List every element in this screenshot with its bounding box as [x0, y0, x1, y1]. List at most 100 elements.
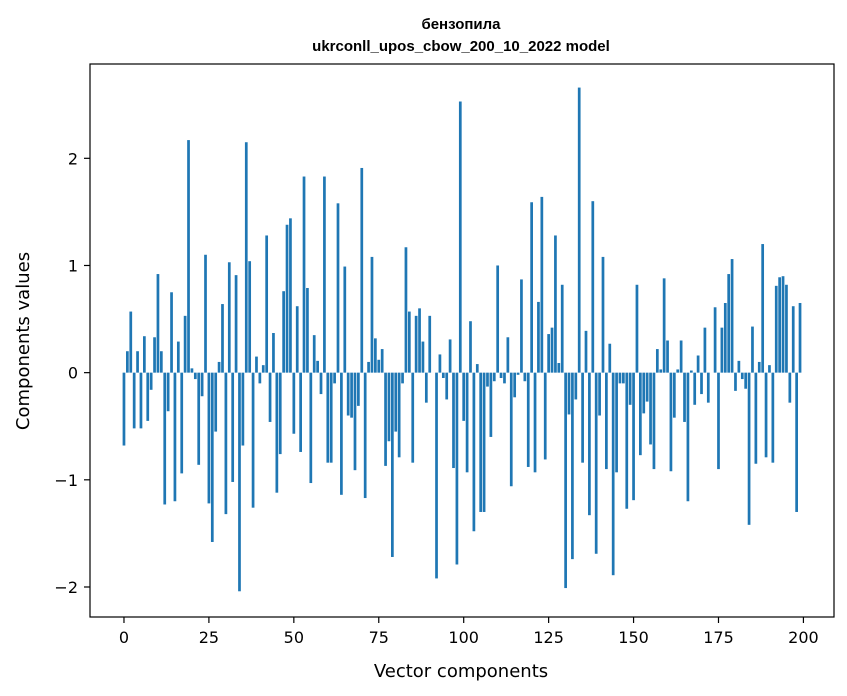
bar: [129, 311, 133, 373]
bar: [163, 372, 167, 505]
bar: [170, 292, 173, 373]
bar: [455, 372, 459, 565]
bar: [632, 372, 635, 501]
bar: [618, 372, 622, 384]
bar: [598, 372, 601, 416]
bar: [492, 372, 496, 382]
bar: [367, 361, 370, 373]
bar: [520, 279, 523, 373]
bar: [774, 285, 778, 373]
bar: [438, 354, 442, 373]
bar: [462, 372, 466, 421]
bar: [567, 372, 571, 415]
bar: [275, 372, 279, 493]
bar: [778, 277, 781, 373]
bar: [136, 351, 139, 373]
bar: [370, 256, 374, 373]
bar: [622, 372, 625, 384]
bar: [543, 372, 547, 460]
bar: [713, 307, 717, 373]
bar: [747, 372, 751, 525]
bar: [404, 247, 408, 373]
bar: [751, 326, 754, 373]
bar: [781, 276, 785, 373]
bar: [628, 372, 632, 405]
bar: [655, 349, 659, 373]
bar: [143, 336, 146, 373]
bar: [221, 304, 224, 373]
bar: [292, 372, 296, 434]
bar: [387, 372, 391, 442]
bar: [353, 372, 357, 471]
bar: [363, 372, 367, 499]
bar: [693, 372, 697, 405]
bar: [557, 363, 561, 373]
bar: [343, 266, 347, 373]
bar: [560, 284, 564, 373]
y-axis-label: Components values: [13, 252, 34, 430]
bar: [683, 372, 686, 422]
bar: [706, 372, 710, 403]
bar: [591, 201, 595, 373]
bar: [200, 372, 204, 397]
bar: [333, 372, 336, 384]
bar: [268, 372, 272, 422]
bar: [516, 372, 520, 375]
bar: [190, 368, 194, 373]
bar: [727, 274, 731, 373]
bar: [452, 372, 455, 469]
x-tick-label: 125: [533, 628, 564, 647]
bar: [652, 372, 656, 470]
bar: [261, 365, 265, 373]
bar: [244, 142, 248, 373]
bar: [649, 372, 652, 445]
bar: [486, 372, 489, 387]
bar: [540, 196, 544, 373]
bar: [448, 339, 452, 373]
bar: [672, 372, 676, 418]
bar: [547, 334, 550, 373]
bar: [204, 254, 207, 373]
bar: [278, 372, 282, 455]
bar: [700, 372, 703, 395]
bar: [506, 337, 510, 373]
bar: [374, 338, 377, 373]
bar: [234, 275, 238, 373]
bar: [482, 372, 486, 512]
bar: [686, 372, 690, 502]
bar: [676, 369, 680, 373]
y-tick-label: −1: [54, 471, 78, 490]
x-tick-label: 0: [119, 628, 129, 647]
bar: [248, 261, 252, 373]
x-tick-label: 200: [788, 628, 819, 647]
bar: [703, 327, 707, 373]
bar: [659, 369, 663, 373]
bar: [180, 372, 184, 474]
bar: [537, 301, 540, 373]
bar: [156, 274, 160, 373]
bar: [394, 372, 398, 432]
bar: [475, 364, 479, 373]
y-tick-label: 0: [68, 364, 78, 383]
bar: [788, 372, 792, 403]
bar: [251, 372, 255, 508]
bar: [340, 372, 343, 495]
bar: [469, 321, 472, 373]
bar: [523, 372, 527, 382]
bar: [435, 372, 438, 579]
bar: [740, 372, 744, 380]
bar: [734, 372, 737, 391]
bar: [197, 372, 201, 465]
x-tick-label: 150: [618, 628, 649, 647]
bar: [231, 372, 235, 482]
bar: [445, 372, 449, 400]
bar: [126, 351, 129, 373]
bar: [139, 372, 143, 429]
bar: [798, 302, 802, 373]
bar: [795, 372, 798, 512]
bar: [550, 327, 554, 373]
bar: [526, 372, 530, 467]
bar: [608, 343, 612, 373]
bar: [615, 372, 618, 473]
